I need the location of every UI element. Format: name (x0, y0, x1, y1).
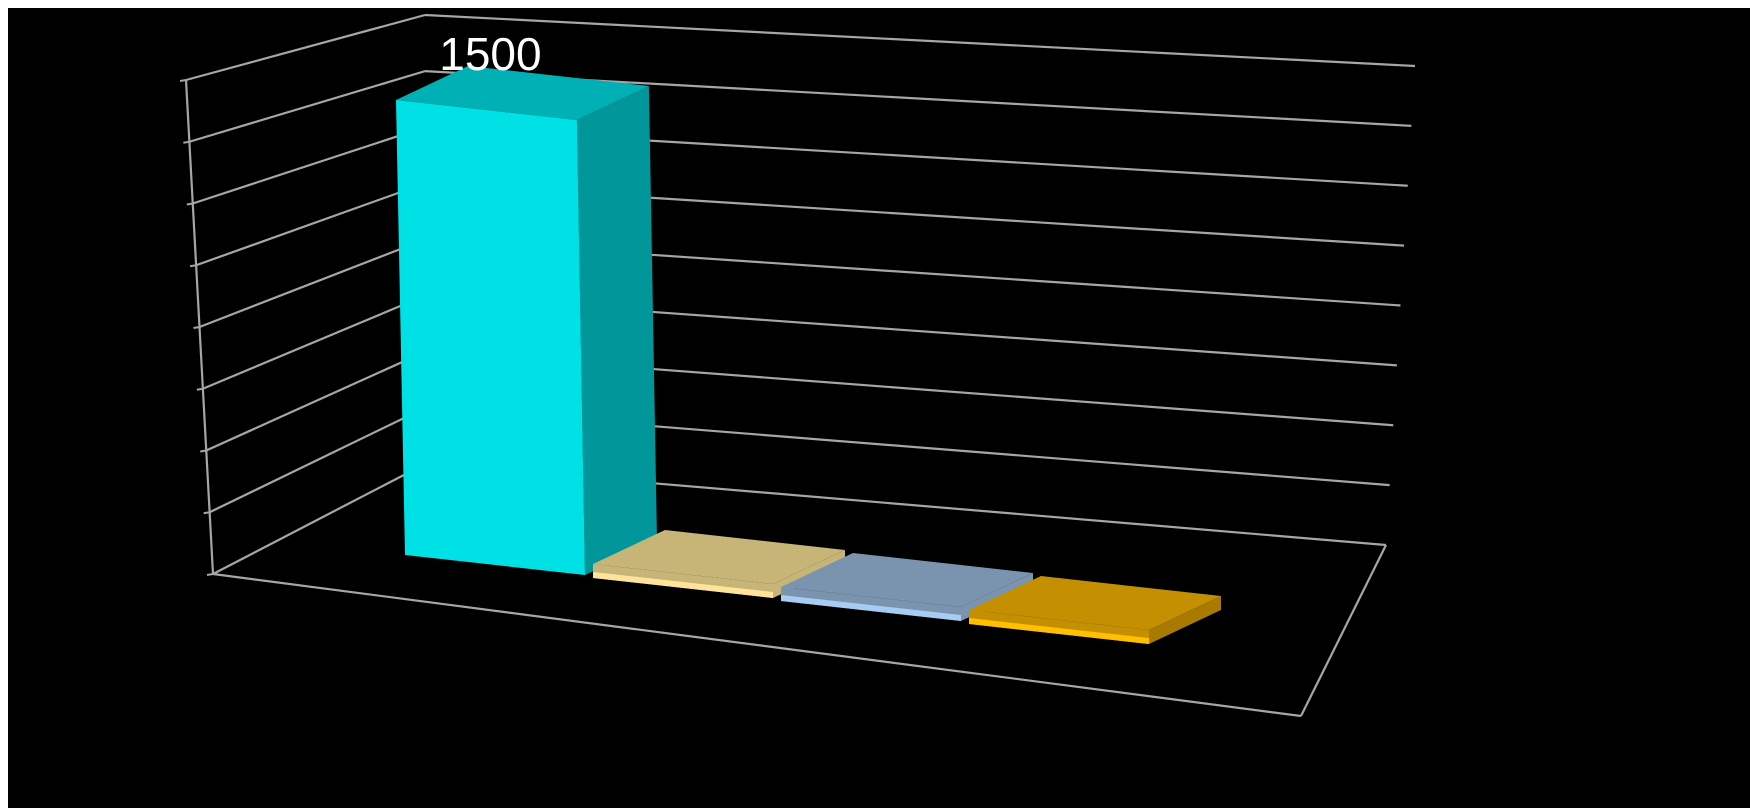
chart-area: 1500 (8, 8, 1750, 808)
axis-tick (179, 79, 187, 82)
bar-top-face (781, 553, 1033, 607)
side-wall-gridline (195, 182, 426, 267)
bar-front-face (396, 100, 585, 575)
axis-tick (189, 264, 197, 268)
axis-tick (183, 140, 190, 144)
side-wall-gridline (199, 238, 426, 329)
bar-top-face (396, 66, 649, 120)
bar-top-face (969, 576, 1221, 630)
bar-edge (593, 572, 773, 598)
bar-top-face (593, 530, 845, 584)
side-wall-gridline (189, 70, 426, 143)
floor-right-edge (1300, 544, 1387, 717)
axis-tick (186, 202, 193, 206)
side-wall-gridline (192, 126, 426, 205)
axis-tick (203, 511, 210, 515)
bar-edge (969, 618, 1149, 644)
side-wall-gridline (212, 463, 426, 575)
chart-walls (179, 13, 1416, 718)
bar-chart-3d: 1500 (179, 13, 1416, 718)
chart-bars (396, 66, 1221, 644)
axis-tick (193, 326, 200, 329)
chart-data-labels: 1500 (439, 28, 541, 80)
back-wall-gridline (424, 13, 1416, 68)
axis-tick (206, 573, 214, 576)
floor-front-edge (212, 572, 1302, 718)
bar-side-face (1149, 596, 1221, 644)
side-wall-gridline (209, 406, 426, 514)
data-label-1: 1500 (439, 28, 541, 80)
side-wall-gridline (202, 294, 426, 390)
bar-side-face (576, 86, 657, 575)
side-wall-gridline (185, 13, 426, 82)
bar-1 (396, 66, 657, 575)
bar-edge (781, 595, 961, 621)
axis-tick (200, 449, 207, 453)
bar-4 (969, 576, 1221, 644)
side-wall-gridline (205, 350, 426, 452)
axis-tick (196, 387, 204, 391)
